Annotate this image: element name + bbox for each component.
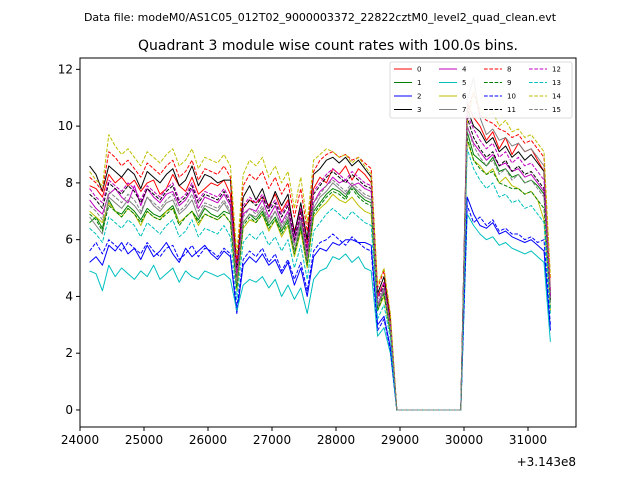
x-tick-label: 24000	[61, 433, 99, 447]
legend-label-7: 7	[462, 106, 466, 114]
series-line-15	[89, 125, 551, 411]
plot-background	[80, 58, 576, 427]
y-tick-label: 0	[65, 403, 73, 417]
legend-label-6: 6	[462, 93, 467, 101]
series-line-10	[89, 205, 551, 411]
plot-frame	[79, 57, 577, 428]
legend-label-14: 14	[552, 93, 561, 101]
y-tick-label: 4	[65, 289, 73, 303]
series-line-5	[89, 213, 551, 411]
x-tick-label: 27000	[253, 433, 291, 447]
legend-label-13: 13	[552, 79, 561, 87]
chart-title: Quadrant 3 module wise count rates with …	[138, 38, 518, 54]
y-tick-label: 12	[58, 62, 73, 76]
series-line-3	[89, 108, 551, 411]
series-line-2	[89, 196, 551, 411]
legend-label-0: 0	[417, 66, 421, 74]
series-line-11	[89, 117, 551, 411]
chart-suptitle: Data file: modeM0/AS1C05_012T02_90000033…	[84, 11, 557, 24]
y-tick-label: 6	[65, 233, 73, 247]
axes: 24000 25000 26000 27000 28000 29000 30000 31000…	[58, 57, 577, 447]
x-tick-label: 29000	[381, 433, 419, 447]
y-tick-label: 2	[65, 346, 73, 360]
legend-label-5: 5	[462, 79, 466, 87]
series-line-9	[89, 137, 551, 411]
y-tick-label: 8	[65, 176, 73, 190]
x-tick-label: 25000	[125, 433, 163, 447]
legend-box	[389, 61, 573, 119]
legend-label-3: 3	[417, 106, 421, 114]
series-line-4	[89, 125, 551, 411]
y-tick-label: 10	[58, 119, 73, 133]
x-tick-label: 31000	[509, 433, 547, 447]
plot-area	[80, 58, 576, 427]
x-tick-label: 30000	[445, 433, 483, 447]
legend-label-15: 15	[552, 106, 561, 114]
series-line-13	[89, 148, 551, 411]
legend-label-1: 1	[417, 79, 421, 87]
x-axis-offset-label: +3.143e8	[517, 455, 576, 469]
legend-label-12: 12	[552, 66, 561, 74]
legend-label-4: 4	[462, 66, 467, 74]
legend-label-8: 8	[507, 66, 511, 74]
x-tick-label: 28000	[317, 433, 355, 447]
legend-label-10: 10	[507, 93, 516, 101]
series-line-12	[89, 114, 551, 411]
legend-label-11: 11	[507, 106, 516, 114]
x-tick-label: 26000	[189, 433, 227, 447]
legend-label-2: 2	[417, 93, 421, 101]
legend-label-9: 9	[507, 79, 511, 87]
